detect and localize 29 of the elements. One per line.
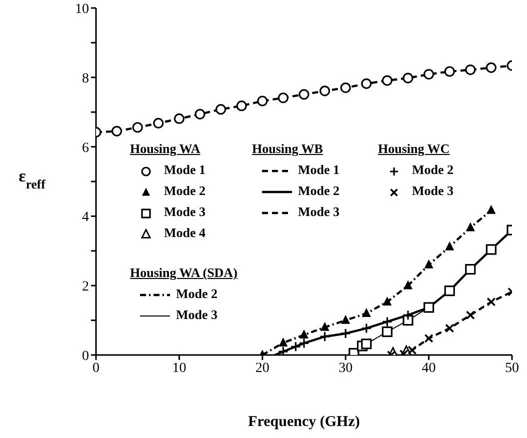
annotation: Housing WA (SDA) [130, 264, 238, 282]
y-axis-title: ε$_{reff}$ [18, 166, 46, 192]
legend-label: Mode 2 [164, 183, 206, 198]
x-tick-label: 50 [505, 360, 519, 376]
y-tick-label: 8 [82, 71, 89, 86]
y-tick-label: 6 [82, 140, 89, 156]
x-tick-label: 20 [255, 360, 270, 376]
legend-label: Mode 3 [298, 204, 340, 219]
legend-label: Mode 3 [412, 183, 454, 198]
x-tick-label: 0 [92, 360, 100, 376]
y-tick-label: 0 [82, 348, 89, 364]
y-tick-label: 10 [75, 2, 89, 17]
legend-label: Mode 3 [176, 307, 218, 322]
y-tick-label: 2 [82, 280, 89, 295]
legend-label: Mode 1 [164, 162, 206, 177]
legend-label: Mode 4 [164, 225, 206, 240]
legend-label: Mode 1 [298, 162, 340, 177]
legend-label: Mode 2 [298, 183, 340, 198]
y-tick-label: 4 [82, 210, 89, 226]
legend-label: Mode 2 [176, 286, 218, 301]
annotation: Housing WA [130, 140, 202, 158]
annotation: Housing WC [378, 140, 451, 158]
x-tick-label: 30 [338, 360, 353, 376]
x-tick-label: 10 [172, 360, 186, 376]
x-tick-label: 40 [422, 360, 436, 376]
x-axis-title: Frequency (GHz) [248, 414, 360, 430]
annotation: Housing WB [252, 140, 324, 158]
legend-label: Mode 3 [164, 204, 206, 219]
legend-label: Mode 2 [412, 162, 454, 177]
